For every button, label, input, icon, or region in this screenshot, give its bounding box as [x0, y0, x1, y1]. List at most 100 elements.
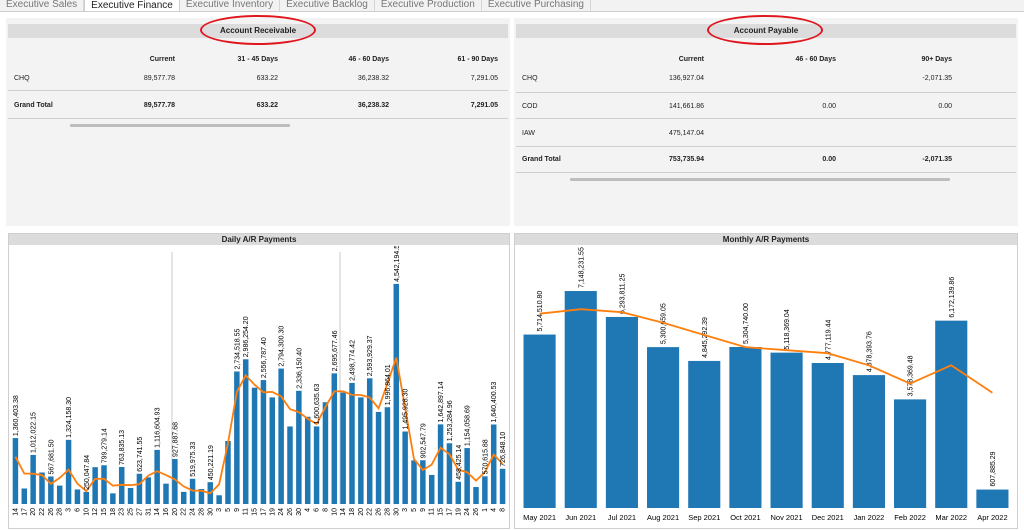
daily-bar[interactable] [56, 485, 63, 504]
monthly-bar[interactable] [935, 320, 968, 508]
daily-bar[interactable] [446, 443, 453, 504]
monthly-bar[interactable] [976, 489, 1009, 508]
tab-executive-finance[interactable]: Executive Finance [84, 0, 180, 11]
receivable-cell: 7,291.05 [470, 102, 498, 109]
daily-x-tick-label: 8 [500, 508, 507, 512]
daily-bar[interactable] [375, 411, 382, 504]
payable-scrollbar[interactable] [570, 178, 950, 181]
daily-bar[interactable] [48, 476, 54, 504]
monthly-bar[interactable] [647, 347, 680, 508]
monthly-bar[interactable] [523, 334, 556, 508]
monthly-data-label: 607,885.29 [990, 451, 997, 486]
daily-bar[interactable] [340, 392, 346, 504]
daily-data-label: 1,253,284.96 [447, 400, 454, 441]
daily-bar[interactable] [287, 426, 293, 504]
daily-bar[interactable] [384, 407, 391, 504]
daily-bar[interactable] [455, 481, 462, 504]
daily-bar[interactable] [420, 460, 426, 504]
daily-bar[interactable] [172, 459, 178, 504]
monthly-x-tick-label: Aug 2021 [647, 513, 679, 522]
monthly-bar[interactable] [729, 346, 762, 508]
tab-executive-sales[interactable]: Executive Sales [0, 0, 85, 11]
daily-bar[interactable] [39, 472, 45, 505]
daily-bar[interactable] [278, 368, 284, 504]
daily-bar[interactable] [216, 495, 222, 504]
daily-bar[interactable] [402, 431, 408, 504]
tab-executive-production[interactable]: Executive Production [375, 0, 482, 11]
daily-bar[interactable] [74, 489, 81, 504]
daily-bar[interactable] [366, 378, 373, 504]
daily-bar[interactable] [393, 283, 400, 504]
daily-bar[interactable] [358, 397, 364, 504]
daily-bar[interactable] [411, 460, 417, 504]
tab-executive-backlog[interactable]: Executive Backlog [280, 0, 375, 11]
monthly-bar[interactable] [770, 352, 803, 508]
daily-bar[interactable] [127, 488, 134, 504]
daily-bar[interactable] [145, 477, 152, 504]
daily-data-label: 799,279.14 [102, 428, 109, 463]
daily-data-label: 1,640,400.53 [491, 382, 498, 423]
receivable-highlight-circle [200, 15, 316, 45]
daily-bar[interactable] [198, 488, 205, 504]
daily-bar[interactable] [21, 488, 28, 504]
daily-data-label: 1,996,864.01 [385, 364, 392, 405]
daily-bar[interactable] [180, 491, 187, 504]
daily-bar[interactable] [473, 487, 479, 504]
daily-bar[interactable] [269, 397, 276, 504]
daily-bar[interactable] [154, 449, 160, 504]
monthly-bar[interactable] [605, 316, 638, 508]
daily-x-tick-label: 18 [110, 508, 117, 516]
daily-x-tick-label: 22 [367, 508, 374, 516]
monthly-x-tick-label: Mar 2022 [935, 513, 967, 522]
daily-data-label: 2,593,929.37 [367, 335, 374, 376]
daily-data-label: 763,835.13 [119, 430, 126, 465]
payable-cell: 753,735.94 [668, 156, 704, 163]
monthly-bar[interactable] [852, 375, 885, 508]
daily-bar[interactable] [304, 416, 311, 504]
daily-bar[interactable] [110, 493, 116, 504]
daily-x-tick-label: 5 [411, 508, 418, 512]
daily-bar[interactable] [437, 424, 444, 504]
daily-data-label: 570,615.88 [482, 439, 489, 474]
daily-x-tick-label: 15 [438, 508, 445, 516]
daily-bar[interactable] [499, 468, 506, 504]
daily-bar[interactable] [490, 424, 497, 504]
daily-bar[interactable] [242, 359, 249, 504]
daily-x-tick-label: 22 [181, 508, 188, 516]
daily-bar[interactable] [331, 373, 338, 504]
monthly-bar[interactable] [564, 291, 597, 508]
daily-bar[interactable] [322, 402, 329, 504]
daily-bar[interactable] [101, 465, 107, 504]
daily-bar[interactable] [349, 382, 355, 504]
daily-bar[interactable] [260, 380, 267, 504]
receivable-column-header: Current [149, 56, 175, 63]
daily-bar[interactable] [65, 439, 72, 504]
daily-bar[interactable] [296, 390, 302, 504]
daily-bar[interactable] [251, 387, 258, 504]
daily-bar[interactable] [163, 483, 169, 504]
daily-bar[interactable] [464, 448, 470, 504]
receivable-scrollbar[interactable] [70, 124, 290, 127]
daily-bar[interactable] [225, 441, 231, 504]
daily-bar[interactable] [313, 426, 320, 504]
daily-bar[interactable] [428, 474, 435, 504]
monthly-bar[interactable] [688, 360, 721, 508]
monthly-bar[interactable] [811, 363, 844, 508]
tab-executive-purchasing[interactable]: Executive Purchasing [482, 0, 591, 11]
payable-highlight-circle [707, 15, 823, 45]
daily-data-label: 4,542,194.52 [394, 246, 401, 282]
daily-x-tick-label: 26 [376, 508, 383, 516]
daily-bar[interactable] [12, 438, 19, 504]
daily-bar[interactable] [482, 476, 488, 504]
daily-bar[interactable] [234, 371, 240, 504]
payable-row-label: IAW [522, 130, 535, 137]
daily-bar[interactable] [92, 467, 98, 504]
daily-bar[interactable] [30, 454, 36, 504]
daily-x-tick-label: 4 [491, 508, 498, 512]
daily-data-label: 450,221.19 [208, 445, 215, 480]
daily-bar[interactable] [83, 491, 90, 504]
daily-bar[interactable] [136, 473, 143, 504]
tab-executive-inventory[interactable]: Executive Inventory [180, 0, 281, 11]
monthly-bar[interactable] [894, 399, 927, 508]
daily-x-tick-label: 20 [30, 508, 37, 516]
